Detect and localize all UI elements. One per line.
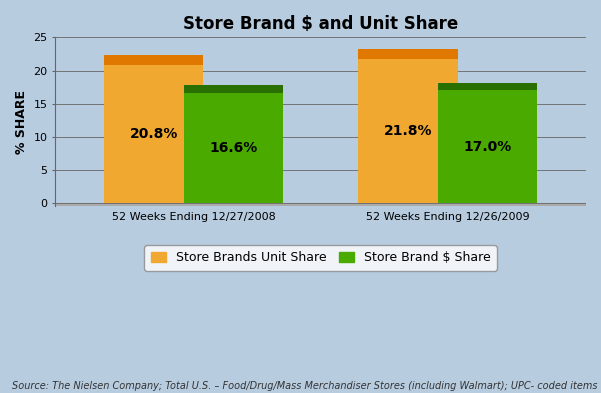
Bar (183, 93, 283, 204)
Bar (104, 55, 204, 65)
Text: 20.8%: 20.8% (130, 127, 178, 141)
Bar (438, 83, 537, 90)
Y-axis label: % SHARE: % SHARE (15, 90, 28, 154)
Title: Store Brand $ and Unit Share: Store Brand $ and Unit Share (183, 15, 459, 33)
Bar (358, 49, 458, 59)
Bar (183, 85, 283, 93)
Bar (438, 90, 537, 204)
Legend: Store Brands Unit Share, Store Brand $ Share: Store Brands Unit Share, Store Brand $ S… (144, 245, 497, 271)
Bar (55, 203, 586, 206)
Text: 16.6%: 16.6% (209, 141, 257, 155)
Text: 21.8%: 21.8% (384, 124, 432, 138)
Bar (358, 59, 458, 204)
Bar (104, 65, 204, 204)
Text: Source: The Nielsen Company; Total U.S. – Food/Drug/Mass Merchandiser Stores (in: Source: The Nielsen Company; Total U.S. … (12, 381, 601, 391)
Text: 17.0%: 17.0% (463, 140, 511, 154)
